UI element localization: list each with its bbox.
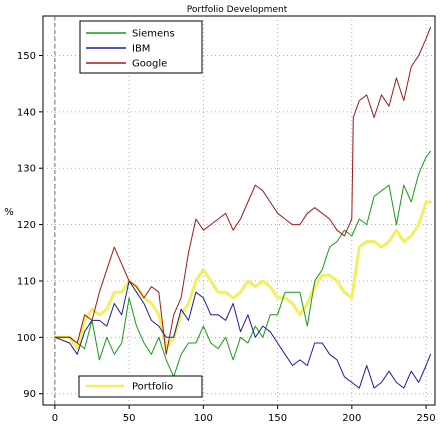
- y-axis-label: %: [4, 207, 14, 218]
- y-tick-label: 110: [17, 276, 36, 287]
- series-lines: [53, 26, 432, 389]
- x-tick-label: 200: [342, 413, 361, 424]
- legend-label-google: Google: [132, 59, 167, 70]
- legend-label-ibm: IBM: [132, 44, 150, 55]
- legend-label-siemens: Siemens: [132, 29, 175, 40]
- series-line-ibm: [54, 280, 431, 389]
- x-tick-label: 250: [417, 413, 436, 424]
- y-tick-label: 140: [17, 107, 36, 118]
- series-line-portfolio: [53, 200, 432, 351]
- x-tick-label: 0: [52, 413, 58, 424]
- y-tick-label: 130: [17, 164, 36, 175]
- legend-bottom-box: [78, 375, 203, 398]
- legend-top-box: [79, 20, 203, 74]
- axes: 0 50 100 150 200 250 90 100 110 120 130 140 150: [17, 51, 436, 424]
- y-tick-label: 120: [17, 220, 36, 231]
- legend-top: Siemens IBM Google: [79, 20, 203, 74]
- x-tick-label: 100: [194, 413, 213, 424]
- grid-lines: [43, 16, 435, 405]
- chart-title: Portfolio Development: [187, 5, 288, 15]
- x-tick-label: 150: [268, 413, 287, 424]
- plot-area: [42, 15, 436, 406]
- legend-label-portfolio: Portfolio: [132, 382, 173, 393]
- legend-bottom: Portfolio: [78, 375, 203, 398]
- series-line-google: [54, 26, 431, 355]
- y-tick-label: 150: [17, 51, 36, 62]
- y-tick-label: 100: [17, 333, 36, 344]
- series-line-siemens: [54, 150, 431, 378]
- x-tick-label: 50: [123, 413, 136, 424]
- y-tick-label: 90: [23, 389, 36, 400]
